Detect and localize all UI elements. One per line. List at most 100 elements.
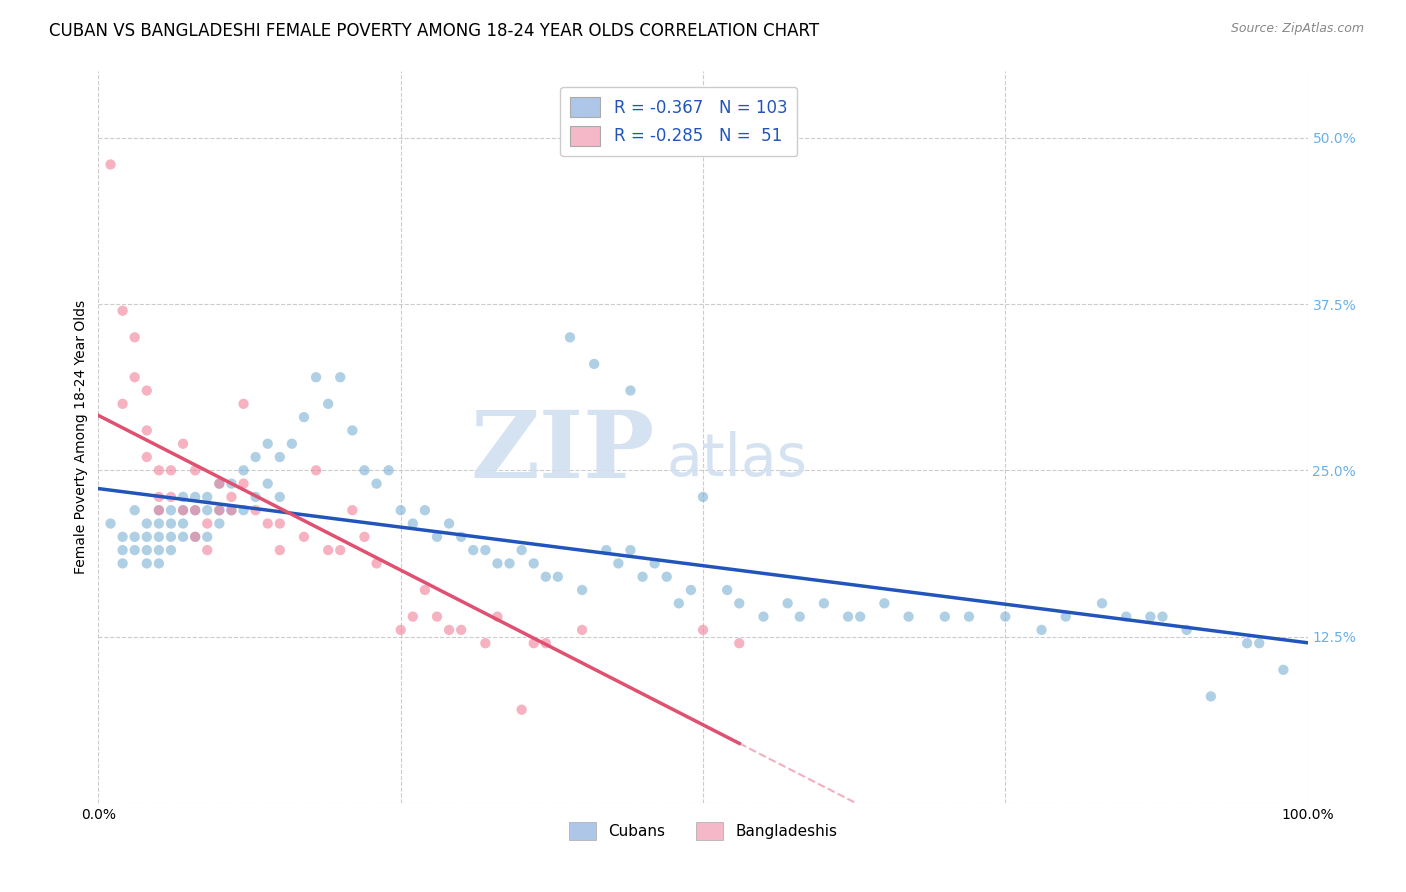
Point <box>184 530 207 544</box>
Point <box>523 636 546 650</box>
Point <box>316 543 339 558</box>
Point <box>329 543 352 558</box>
Point <box>195 543 218 558</box>
Point <box>1115 609 1137 624</box>
Point <box>728 596 751 610</box>
Point <box>124 330 146 344</box>
Point <box>221 476 243 491</box>
Point <box>208 476 231 491</box>
Point <box>124 543 146 558</box>
Point <box>644 557 666 571</box>
Point <box>195 516 218 531</box>
Point <box>256 516 278 531</box>
Point <box>342 503 364 517</box>
Point <box>195 490 218 504</box>
Point <box>111 303 134 318</box>
Point <box>474 636 496 650</box>
Point <box>1272 663 1295 677</box>
Point <box>160 530 183 544</box>
Point <box>897 609 920 624</box>
Point <box>486 557 509 571</box>
Point <box>994 609 1017 624</box>
Point <box>534 570 557 584</box>
Point <box>716 582 738 597</box>
Point <box>269 516 291 531</box>
Point <box>342 424 364 438</box>
Point <box>534 636 557 650</box>
Point <box>160 543 183 558</box>
Point <box>124 530 146 544</box>
Text: atlas: atlas <box>666 431 807 488</box>
Point <box>873 596 896 610</box>
Point <box>595 543 617 558</box>
Point <box>172 503 194 517</box>
Point <box>245 490 267 504</box>
Point <box>111 557 134 571</box>
Point <box>849 609 872 624</box>
Point <box>221 503 243 517</box>
Point <box>245 450 267 464</box>
Point <box>1054 609 1077 624</box>
Point <box>221 490 243 504</box>
Point <box>752 609 775 624</box>
Point <box>124 370 146 384</box>
Point <box>111 543 134 558</box>
Point <box>353 530 375 544</box>
Point <box>1236 636 1258 650</box>
Point <box>232 503 254 517</box>
Point <box>135 557 157 571</box>
Point <box>292 410 315 425</box>
Point <box>776 596 799 610</box>
Point <box>208 503 231 517</box>
Point <box>148 503 170 517</box>
Point <box>426 609 449 624</box>
Point <box>837 609 859 624</box>
Point <box>232 463 254 477</box>
Text: ZIP: ZIP <box>471 407 655 497</box>
Point <box>172 490 194 504</box>
Point <box>619 543 641 558</box>
Point <box>547 570 569 584</box>
Point <box>1139 609 1161 624</box>
Point <box>692 490 714 504</box>
Point <box>571 582 593 597</box>
Point <box>135 384 157 398</box>
Point <box>184 503 207 517</box>
Point <box>474 543 496 558</box>
Point <box>269 450 291 464</box>
Point <box>148 557 170 571</box>
Point <box>426 530 449 544</box>
Point <box>184 463 207 477</box>
Point <box>172 530 194 544</box>
Point <box>571 623 593 637</box>
Point <box>124 503 146 517</box>
Point <box>523 557 546 571</box>
Point <box>184 503 207 517</box>
Text: Source: ZipAtlas.com: Source: ZipAtlas.com <box>1230 22 1364 36</box>
Point <box>389 503 412 517</box>
Point <box>316 397 339 411</box>
Point <box>292 530 315 544</box>
Point <box>510 703 533 717</box>
Point <box>148 516 170 531</box>
Point <box>329 370 352 384</box>
Point <box>631 570 654 584</box>
Point <box>135 424 157 438</box>
Point <box>160 463 183 477</box>
Point <box>232 476 254 491</box>
Point <box>208 476 231 491</box>
Point <box>148 490 170 504</box>
Point <box>413 503 436 517</box>
Point <box>160 503 183 517</box>
Point <box>957 609 980 624</box>
Point <box>195 503 218 517</box>
Point <box>668 596 690 610</box>
Y-axis label: Female Poverty Among 18-24 Year Olds: Female Poverty Among 18-24 Year Olds <box>75 300 89 574</box>
Point <box>1031 623 1053 637</box>
Point <box>135 530 157 544</box>
Point <box>813 596 835 610</box>
Point <box>1249 636 1271 650</box>
Point <box>256 436 278 450</box>
Point <box>619 384 641 398</box>
Point <box>789 609 811 624</box>
